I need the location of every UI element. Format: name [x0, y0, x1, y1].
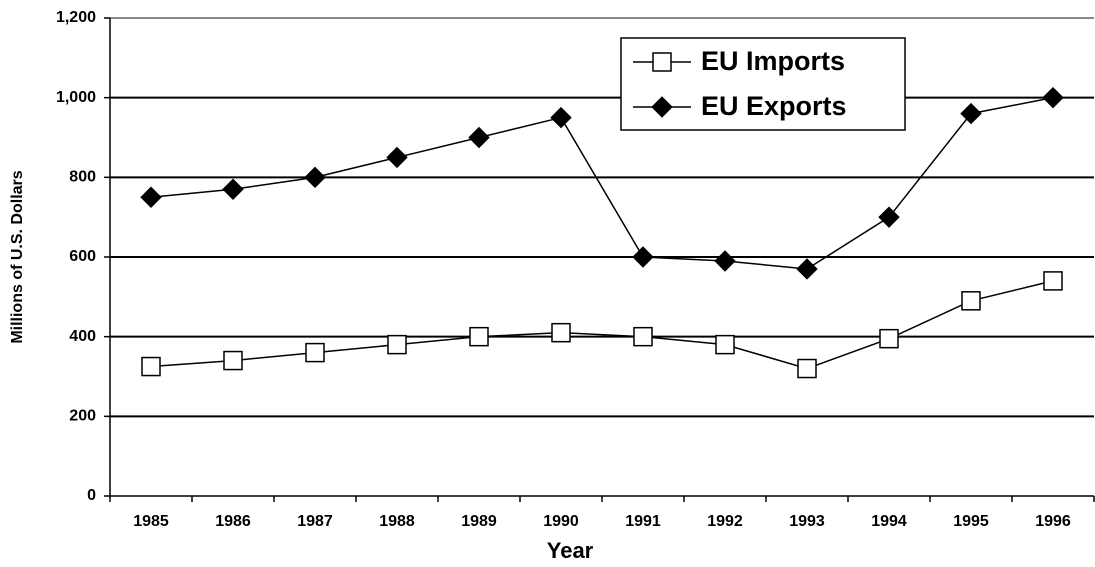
y-tick-label: 400 [69, 328, 96, 345]
x-tick-label: 1986 [215, 513, 251, 530]
marker [304, 166, 326, 189]
marker [223, 350, 243, 371]
legend-label: EU Imports [701, 46, 845, 76]
marker [879, 328, 899, 349]
x-tick-label: 1994 [871, 513, 907, 530]
x-tick-label: 1988 [379, 513, 415, 530]
marker [796, 258, 818, 280]
y-axis-label: Millions of U.S. Dollars [9, 170, 26, 343]
x-tick-label: 1991 [625, 513, 661, 530]
marker [469, 326, 489, 347]
y-tick-label: 600 [69, 248, 96, 265]
marker [387, 334, 407, 355]
x-tick-label: 1989 [461, 513, 497, 530]
marker [140, 186, 162, 208]
y-tick-label: 0 [87, 487, 96, 504]
legend-label: EU Exports [701, 91, 847, 121]
marker [305, 342, 325, 363]
x-tick-label: 1985 [133, 513, 169, 530]
x-tick-label: 1992 [707, 513, 743, 530]
y-tick-label: 1,200 [56, 9, 96, 26]
series-line [150, 96, 1054, 270]
marker [715, 334, 735, 355]
x-tick-label: 1995 [953, 513, 989, 530]
y-tick-label: 1,000 [56, 89, 96, 106]
marker [797, 358, 817, 379]
y-tick-label: 200 [69, 408, 96, 425]
marker [141, 356, 161, 377]
legend-marker [652, 52, 672, 72]
marker [878, 206, 900, 228]
marker [714, 250, 736, 272]
series-line [150, 280, 1054, 370]
marker [1043, 271, 1063, 291]
marker [633, 326, 653, 347]
marker [222, 178, 244, 200]
marker [1042, 86, 1064, 109]
marker [960, 102, 982, 125]
x-tick-label: 1987 [297, 513, 333, 530]
marker [386, 146, 408, 169]
marker [550, 106, 572, 129]
marker [961, 291, 981, 311]
y-tick-label: 800 [69, 169, 96, 186]
x-tick-label: 1993 [789, 513, 825, 530]
x-tick-label: 1996 [1035, 513, 1071, 530]
legend-marker [651, 96, 673, 118]
x-axis-label: Year [547, 538, 594, 563]
marker [632, 246, 654, 268]
marker [468, 126, 490, 149]
x-tick-label: 1990 [543, 513, 579, 530]
marker [551, 322, 571, 343]
